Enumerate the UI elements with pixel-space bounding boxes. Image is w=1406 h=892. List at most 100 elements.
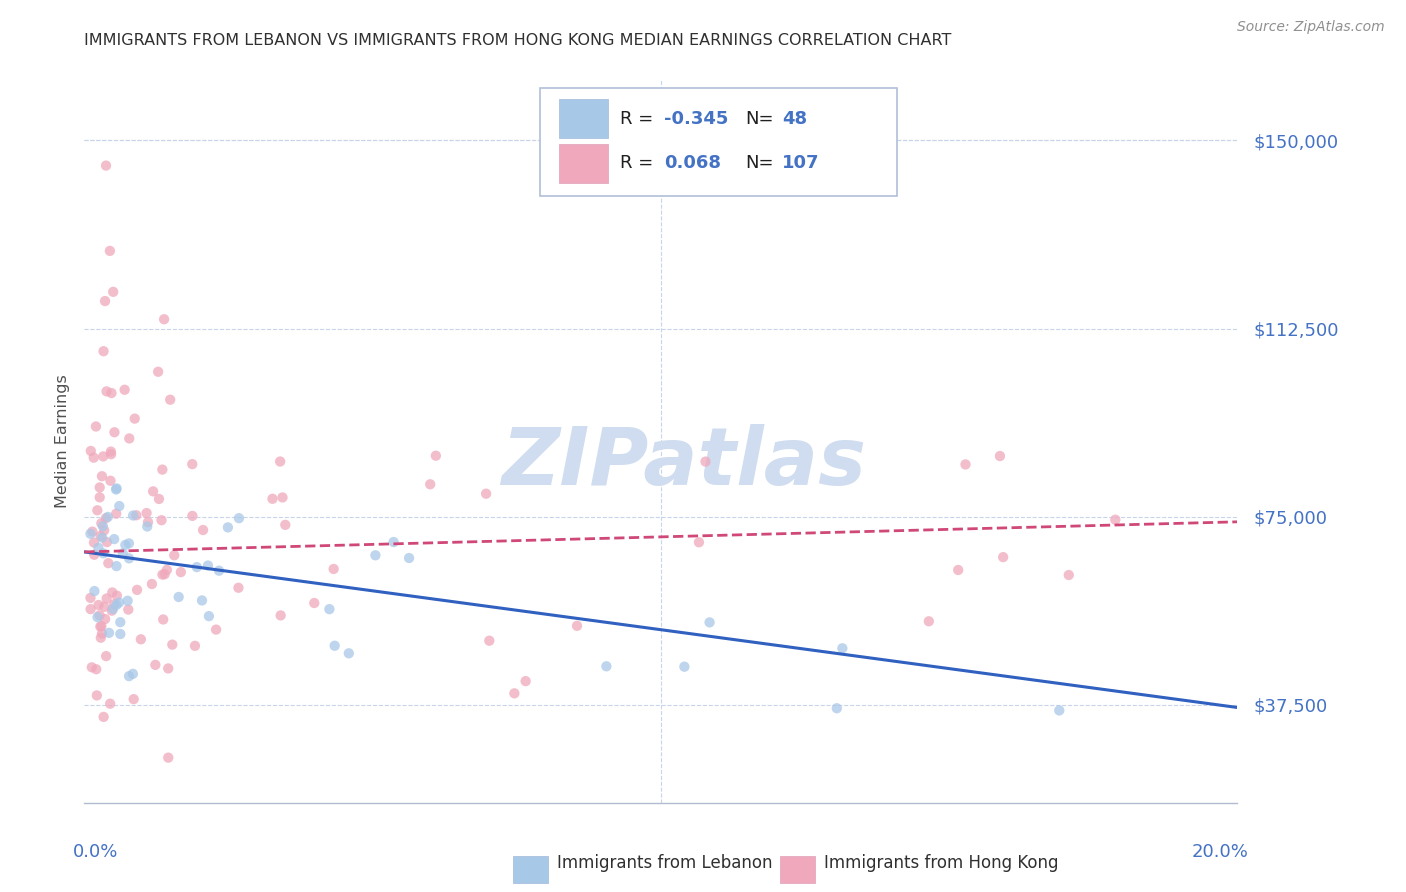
Point bbox=[197, 558, 219, 573]
Point bbox=[89, 491, 111, 505]
Point bbox=[136, 515, 159, 529]
Point bbox=[94, 511, 117, 525]
Point bbox=[91, 531, 114, 545]
Point bbox=[124, 411, 146, 425]
Point bbox=[198, 609, 221, 624]
Point bbox=[156, 563, 179, 577]
Point bbox=[217, 520, 239, 534]
Point bbox=[82, 524, 104, 539]
Point bbox=[948, 563, 970, 577]
Point bbox=[117, 602, 139, 616]
Text: N=: N= bbox=[745, 154, 773, 172]
Point bbox=[79, 602, 101, 616]
Point bbox=[122, 692, 145, 706]
Point bbox=[1047, 703, 1070, 717]
Point bbox=[162, 638, 184, 652]
Point bbox=[143, 657, 166, 672]
Point bbox=[98, 244, 121, 258]
Point bbox=[184, 639, 207, 653]
Point bbox=[114, 538, 136, 552]
Point bbox=[170, 565, 193, 579]
Text: 48: 48 bbox=[782, 110, 807, 128]
Point bbox=[269, 454, 291, 468]
Point bbox=[100, 386, 122, 401]
Point bbox=[163, 549, 186, 563]
Point bbox=[86, 689, 108, 703]
Point bbox=[86, 503, 108, 517]
Point bbox=[96, 384, 118, 399]
Point bbox=[90, 631, 112, 645]
Point bbox=[87, 541, 110, 555]
Point bbox=[125, 508, 148, 523]
Point bbox=[79, 526, 101, 541]
Text: Immigrants from Hong Kong: Immigrants from Hong Kong bbox=[824, 854, 1059, 871]
Point bbox=[270, 608, 292, 623]
Point bbox=[167, 590, 190, 604]
Text: Source: ZipAtlas.com: Source: ZipAtlas.com bbox=[1237, 20, 1385, 34]
Point bbox=[108, 499, 131, 513]
Point bbox=[271, 491, 294, 505]
Point bbox=[83, 548, 105, 562]
Point bbox=[83, 535, 105, 549]
Text: IMMIGRANTS FROM LEBANON VS IMMIGRANTS FROM HONG KONG MEDIAN EARNINGS CORRELATION: IMMIGRANTS FROM LEBANON VS IMMIGRANTS FR… bbox=[84, 33, 952, 48]
Point bbox=[153, 312, 176, 326]
Point bbox=[688, 535, 710, 549]
Point bbox=[129, 632, 152, 647]
Point bbox=[382, 535, 405, 549]
Point bbox=[1104, 513, 1126, 527]
Point bbox=[86, 610, 108, 624]
FancyBboxPatch shape bbox=[560, 144, 607, 183]
FancyBboxPatch shape bbox=[540, 87, 897, 196]
Point bbox=[117, 594, 139, 608]
Point bbox=[90, 619, 112, 633]
Point bbox=[181, 457, 204, 471]
Point bbox=[100, 444, 122, 458]
Point bbox=[699, 615, 721, 630]
Point bbox=[157, 750, 180, 764]
Point bbox=[94, 649, 117, 664]
Point bbox=[89, 619, 111, 633]
Point bbox=[186, 560, 208, 574]
Point bbox=[98, 697, 121, 711]
Text: -0.345: -0.345 bbox=[664, 110, 728, 128]
Text: N=: N= bbox=[745, 110, 773, 128]
FancyBboxPatch shape bbox=[560, 99, 607, 138]
Point bbox=[94, 293, 117, 308]
Point bbox=[110, 615, 132, 630]
Point bbox=[475, 486, 498, 500]
Point bbox=[125, 582, 148, 597]
Point bbox=[118, 432, 141, 446]
Point bbox=[262, 491, 284, 506]
Text: 107: 107 bbox=[782, 154, 820, 172]
Point bbox=[122, 666, 145, 681]
Point bbox=[105, 589, 128, 603]
Point bbox=[93, 524, 115, 538]
Point bbox=[108, 596, 131, 610]
Text: 0.068: 0.068 bbox=[664, 154, 721, 172]
Point bbox=[136, 519, 159, 533]
Point bbox=[100, 474, 122, 488]
Point bbox=[503, 686, 526, 700]
Point bbox=[91, 546, 114, 560]
Point bbox=[84, 419, 107, 434]
Point bbox=[111, 546, 134, 560]
Point bbox=[89, 480, 111, 494]
Point bbox=[91, 519, 114, 533]
Text: R =: R = bbox=[620, 154, 659, 172]
Point bbox=[991, 550, 1014, 565]
Point bbox=[157, 661, 180, 675]
Point bbox=[94, 612, 117, 626]
Point bbox=[228, 511, 250, 525]
Point bbox=[304, 596, 326, 610]
Point bbox=[322, 562, 344, 576]
Point bbox=[141, 577, 163, 591]
Point bbox=[831, 641, 853, 656]
Point bbox=[80, 444, 103, 458]
Point bbox=[152, 567, 174, 582]
Point bbox=[150, 462, 173, 476]
Point bbox=[565, 619, 588, 633]
Point bbox=[96, 591, 118, 606]
Point bbox=[228, 581, 250, 595]
Text: R =: R = bbox=[620, 110, 659, 128]
Point bbox=[191, 523, 214, 537]
